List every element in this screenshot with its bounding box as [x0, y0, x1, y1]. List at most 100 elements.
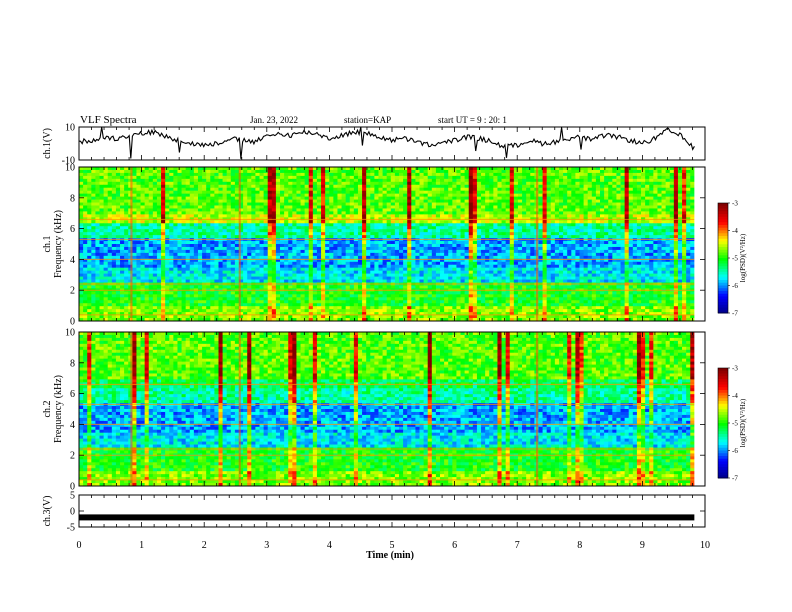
spectrogram-cell: [353, 223, 359, 227]
spectrogram-cell: [452, 187, 457, 192]
spectrogram-cell: [444, 172, 449, 177]
spectrogram-cell: [382, 223, 388, 227]
spectrogram-cell: [333, 232, 338, 236]
spectrogram-cell: [321, 246, 326, 251]
spectrogram-cell: [243, 255, 248, 260]
spectrogram-cell: [226, 205, 232, 209]
spectrogram-cell: [481, 220, 486, 224]
spectrogram-cell: [255, 199, 260, 203]
spectrogram-cell: [99, 175, 105, 180]
spectrogram-cell: [275, 181, 281, 186]
spectrogram-cell: [107, 229, 113, 233]
spectrogram-cell: [362, 167, 367, 171]
spectrogram-cell: [156, 246, 162, 251]
spectrogram-cell: [423, 220, 429, 224]
spectrogram-cell: [579, 187, 584, 192]
spectrogram-cell: [554, 255, 560, 260]
spectrogram-cell: [522, 214, 527, 218]
spectrogram-cell: [419, 196, 424, 200]
spectrogram-cell: [284, 252, 289, 257]
spectrogram-cell: [308, 199, 314, 203]
spectrogram-cell: [628, 255, 634, 260]
spectrogram-cell: [677, 184, 683, 189]
spectrogram-cell: [79, 241, 84, 245]
spectrogram-cell: [403, 205, 408, 209]
spectrogram-cell: [645, 220, 650, 224]
spectrogram-cell: [579, 241, 584, 245]
spectrogram-cell: [83, 208, 88, 212]
spectrogram-cell: [325, 232, 330, 236]
spectrogram-cell: [628, 205, 634, 209]
spectrogram-cell: [591, 175, 597, 180]
spectrogram-cell: [95, 175, 100, 180]
spectrogram-cell: [247, 175, 252, 180]
spectrogram-cell: [591, 252, 597, 257]
spectrogram-cell: [152, 199, 158, 203]
spectrogram-cell: [481, 252, 486, 257]
spectrogram-cell: [263, 252, 269, 257]
spectrogram-cell: [132, 261, 137, 266]
spectrogram-cell: [115, 175, 121, 180]
spectrogram-cell: [210, 261, 215, 266]
spectrogram-cell: [460, 229, 466, 233]
spectrogram-cell: [509, 169, 515, 174]
spectrogram-cell: [189, 205, 195, 209]
spectrogram-cell: [628, 249, 634, 254]
spectrogram-cell: [226, 264, 232, 269]
spectrogram-cell: [682, 229, 687, 233]
spectrogram-cell: [472, 196, 478, 200]
spectrogram-cell: [620, 202, 626, 206]
spectrogram-cell: [214, 205, 219, 209]
spectrogram-cell: [152, 214, 158, 218]
spectrogram-cell: [382, 184, 388, 189]
spectrogram-cell: [608, 249, 613, 254]
spectrogram-cell: [132, 178, 137, 183]
spectrogram-cell: [677, 169, 683, 174]
spectrogram-cell: [312, 255, 318, 260]
spectrogram-cell: [604, 229, 609, 233]
spectrogram-cell: [181, 261, 187, 266]
spectrogram-cell: [517, 175, 523, 180]
spectrogram-cell: [341, 223, 347, 227]
spectrogram-cell: [497, 169, 502, 174]
spectrogram-cell: [411, 214, 416, 218]
spectrogram-cell: [398, 202, 404, 206]
spectrogram-cell: [271, 187, 277, 192]
spectrogram-cell: [165, 190, 170, 195]
spectrogram-cell: [312, 167, 318, 171]
spectrogram-cell: [497, 190, 502, 195]
spectrogram-cell: [690, 220, 695, 224]
spectrogram-cell: [316, 232, 322, 236]
spectrogram-cell: [91, 172, 96, 177]
spectrogram-cell: [468, 249, 474, 254]
spectrogram-cell: [333, 229, 338, 233]
spectrogram-cell: [636, 252, 642, 257]
spectrogram-cell: [649, 167, 654, 171]
spectrogram-cell: [567, 226, 572, 230]
spectrogram-cell: [243, 184, 248, 189]
spectrogram-cell: [374, 223, 379, 227]
spectrogram-cell: [431, 202, 437, 206]
spectrogram-cell: [550, 226, 556, 230]
spectrogram-cell: [152, 181, 158, 186]
spectrogram-cell: [522, 205, 527, 209]
spectrogram-cell: [120, 187, 125, 192]
spectrogram-cell: [87, 181, 92, 186]
spectrogram-cell: [263, 255, 269, 260]
spectrogram-cell: [595, 167, 601, 171]
spectrogram-cell: [124, 246, 129, 251]
spectrogram-cell: [530, 214, 535, 218]
spectrogram-cell: [456, 246, 461, 251]
spectrogram-cell: [407, 211, 412, 215]
spectrogram-cell: [197, 175, 203, 180]
spectrogram-cell: [189, 258, 195, 263]
spectrogram-cell: [312, 249, 318, 254]
spectrogram-cell: [411, 178, 416, 183]
spectrogram-cell: [538, 246, 543, 251]
spectrogram-cell: [337, 220, 342, 224]
spectrogram-cell: [304, 241, 310, 245]
spectrogram-cell: [583, 175, 589, 180]
spectrogram-cell: [669, 202, 675, 206]
spectrogram-cell: [595, 214, 601, 218]
spectrogram-cell: [218, 258, 223, 263]
